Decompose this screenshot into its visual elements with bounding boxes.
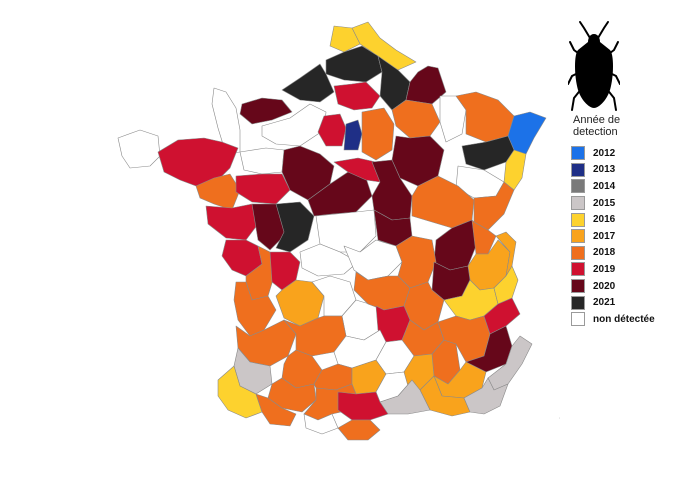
legend-item: 2021: [571, 294, 696, 311]
map-legend: Année de detection 2012 2013 2014 2015 2016 2…: [571, 114, 696, 328]
dept-indre: [299, 243, 359, 277]
legend-title: Année de detection: [573, 114, 696, 138]
legend-item: 2014: [571, 178, 696, 195]
legend-label: 2019: [593, 263, 616, 275]
legend-item: non détectée: [571, 311, 696, 328]
legend-label: 2021: [593, 297, 616, 309]
dept-mayenne: [235, 173, 291, 205]
dept-bas-rhin: [507, 111, 547, 155]
dept-marne: [391, 99, 441, 139]
dept-var: [463, 377, 509, 415]
legend-items: 2012 2013 2014 2015 2016 2017 2018 2019 2020 2021…: [571, 145, 696, 328]
legend-item: 2015: [571, 195, 696, 212]
legend-swatch: [571, 295, 585, 310]
legend-item: 2016: [571, 211, 696, 228]
dept-calvados: [239, 97, 293, 125]
dept-paris: [343, 119, 363, 151]
dept-alpes-hte-provence: [465, 325, 513, 373]
legend-swatch: [571, 212, 585, 227]
legend-swatch: [571, 146, 585, 161]
legend-label: 2018: [593, 247, 616, 259]
legend-swatch: [571, 245, 585, 260]
dept-herault: [379, 379, 431, 415]
legend-swatch: [571, 262, 585, 277]
legend-label: 2012: [593, 147, 616, 159]
dept-pyrenees-orientales: [337, 419, 381, 441]
legend-item: 2020: [571, 278, 696, 295]
legend-label: 2017: [593, 230, 616, 242]
stink-bug-icon: [568, 21, 620, 111]
legend-item: 2013: [571, 162, 696, 179]
dept-hautes-pyrenees: [255, 393, 297, 427]
dept-ille-et-vilaine: [239, 147, 285, 175]
legend-label: 2013: [593, 164, 616, 176]
legend-title-line2: detection: [573, 126, 618, 138]
legend-swatch: [571, 179, 585, 194]
legend-swatch: [571, 312, 585, 327]
legend-label: 2014: [593, 180, 616, 192]
mainland-france: [117, 21, 547, 441]
dept-seine-maritime: [281, 63, 335, 103]
dept-indre-et-loire: [275, 201, 315, 253]
legend-item: 2018: [571, 245, 696, 262]
dept-cotes-darmor: [157, 137, 239, 187]
legend-swatch: [571, 279, 585, 294]
dept-charente-maritime: [233, 281, 277, 337]
legend-swatch: [571, 162, 585, 177]
dept-loire-atlantique: [205, 203, 259, 241]
legend-label: 2016: [593, 214, 616, 226]
legend-label: non détectée: [593, 313, 655, 325]
dept-oise: [333, 81, 381, 111]
france-department-map: [117, 21, 560, 441]
dept-nord: [351, 21, 417, 71]
dept-yvelines: [317, 113, 347, 147]
legend-item: 2012: [571, 145, 696, 162]
legend-label: 2020: [593, 280, 616, 292]
dept-pas-de-calais-north: [329, 25, 361, 53]
dept-saone-et-loire: [433, 219, 477, 271]
legend-swatch: [571, 229, 585, 244]
dept-vosges: [461, 135, 515, 171]
legend-label: 2015: [593, 197, 616, 209]
dept-morbihan: [195, 173, 241, 211]
dept-seine-et-marne: [361, 107, 395, 161]
legend-swatch: [571, 196, 585, 211]
legend-title-line1: Année de: [573, 114, 621, 126]
dept-aude: [337, 391, 389, 421]
legend-item: 2019: [571, 261, 696, 278]
dept-finistere: [117, 129, 161, 169]
legend-item: 2017: [571, 228, 696, 245]
